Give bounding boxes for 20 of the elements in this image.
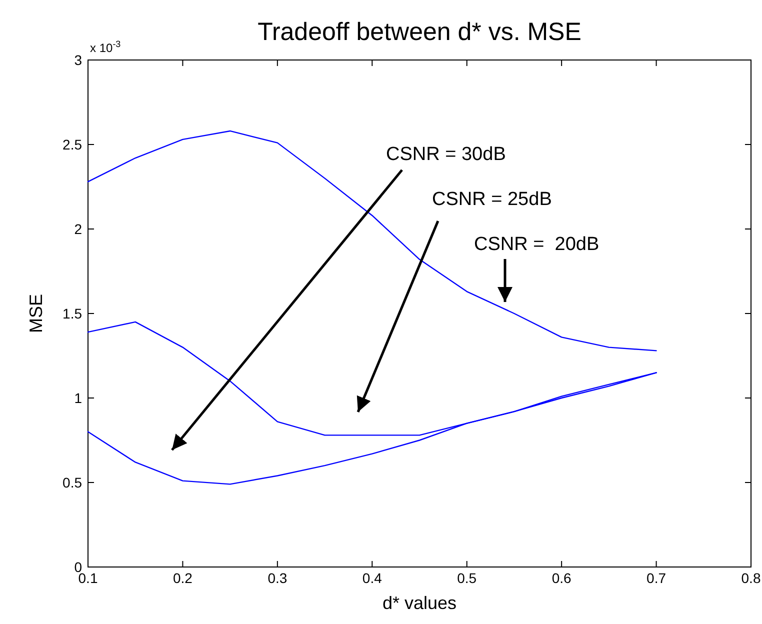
annotation: CSNR = 20dB — [474, 234, 600, 255]
x-tick-label: 0.3 — [268, 570, 288, 586]
annotation: CSNR = 25dB — [432, 189, 552, 210]
y-tick-label: 3 — [74, 52, 82, 68]
y-tick-label: 0.5 — [62, 474, 82, 490]
x-axis-title: d* values — [382, 593, 457, 613]
x-tick-label: 0.4 — [362, 570, 382, 586]
y-axis-title: MSE — [26, 294, 46, 334]
x-tick-label: 0.8 — [741, 570, 761, 586]
y-tick-label: 2.5 — [62, 136, 82, 152]
chart-title: Tradeoff between d* vs. MSE — [258, 18, 582, 46]
y-tick-label: 2 — [74, 221, 82, 237]
annotation: CSNR = 30dB — [386, 144, 506, 165]
y-tick-label: 1.5 — [62, 306, 82, 322]
x-tick-label: 0.7 — [646, 570, 666, 586]
y-tick-label: 1 — [74, 390, 82, 406]
x-tick-label: 0.2 — [172, 570, 193, 586]
x-tick-label: 0.6 — [552, 570, 572, 586]
text: x 10$^{-3}$ — [90, 39, 121, 55]
x-tick-label: 0.5 — [457, 570, 477, 586]
